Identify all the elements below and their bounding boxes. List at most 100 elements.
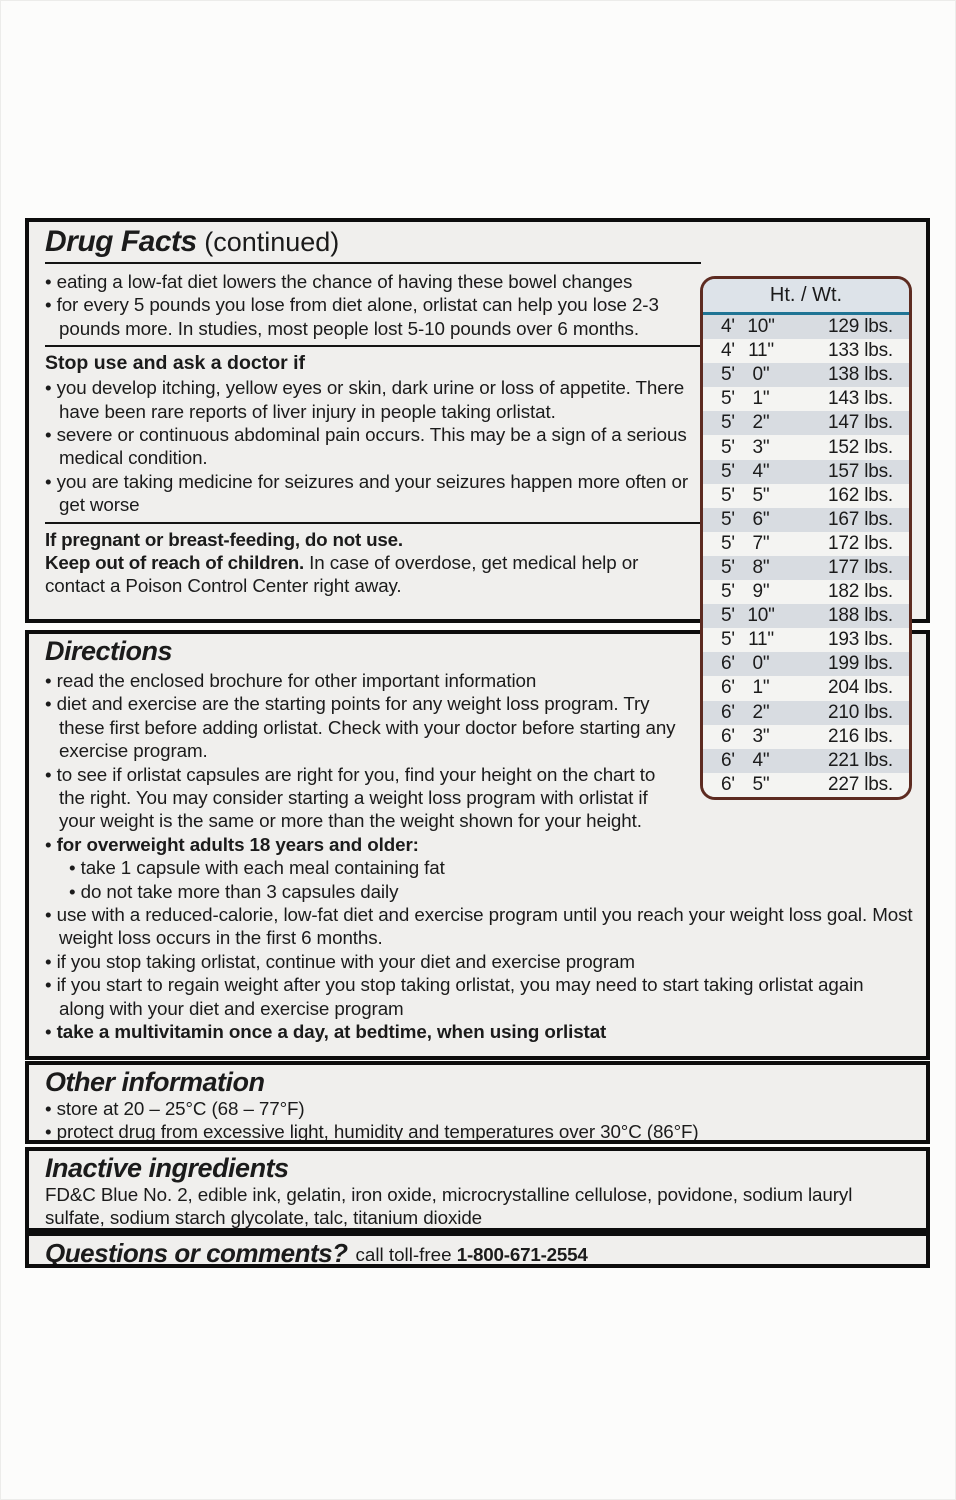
- height-feet: 4': [721, 316, 735, 338]
- inactive-ingredients-text: FD&C Blue No. 2, edible ink, gelatin, ir…: [45, 1184, 853, 1229]
- weight-value: 204 lbs.: [828, 677, 893, 699]
- height-inches: 5": [752, 484, 770, 506]
- weight-value: 177 lbs.: [828, 556, 893, 578]
- weight-value: 199 lbs.: [828, 653, 893, 675]
- weight-value: 147 lbs.: [828, 412, 893, 434]
- table-row: 5' 9" 182 lbs.: [703, 580, 909, 605]
- bullet-item: if you stop taking orlistat, continue wi…: [45, 950, 914, 973]
- bullet-item: protect drug from excessive light, humid…: [45, 1120, 914, 1140]
- height-inches: 4": [752, 749, 770, 771]
- height-feet: 6': [721, 725, 735, 747]
- height-feet: 6': [721, 677, 735, 699]
- weight-value: 143 lbs.: [828, 388, 893, 410]
- height-inches: 6": [752, 508, 770, 530]
- bullet-item: for every 5 pounds you lose from diet al…: [45, 293, 701, 340]
- questions-line: Questions or comments? call toll-free 1-8…: [29, 1236, 926, 1265]
- height-inches: 11": [748, 340, 774, 362]
- height-inches: 4": [752, 460, 770, 482]
- height-inches: 10": [747, 605, 775, 627]
- weight-value: 182 lbs.: [828, 581, 893, 603]
- table-row: 5' 2" 147 lbs.: [703, 411, 909, 436]
- inactive-ingredients-section: Inactive ingredients FD&C Blue No. 2, ed…: [25, 1147, 930, 1232]
- height-feet: 5': [721, 388, 735, 410]
- height-feet: 6': [721, 749, 735, 771]
- divider: [45, 345, 701, 348]
- height-inches: 2": [752, 701, 770, 723]
- stop-use-heading: Stop use and ask a doctor if: [45, 352, 306, 375]
- weight-value: 216 lbs.: [828, 725, 893, 747]
- table-row: 6' 0" 199 lbs.: [703, 652, 909, 677]
- bullet-item: diet and exercise are the starting point…: [45, 692, 914, 762]
- height-feet: 5': [721, 484, 735, 506]
- table-row: 5' 7" 172 lbs.: [703, 531, 909, 556]
- table-row: 5' 6" 167 lbs.: [703, 507, 909, 532]
- questions-text: call toll-free: [355, 1244, 457, 1265]
- weight-value: 157 lbs.: [828, 460, 893, 482]
- bullet-item: to see if orlistat capsules are right fo…: [45, 763, 914, 833]
- weight-value: 167 lbs.: [828, 508, 893, 530]
- drug-facts-panel: Drug Facts (continued) eating a low-fat …: [25, 218, 930, 1268]
- table-row: 5' 5" 162 lbs.: [703, 483, 909, 508]
- table-row: 5' 3" 152 lbs.: [703, 435, 909, 460]
- inactive-ingredients-heading: Inactive ingredients: [45, 1153, 289, 1183]
- height-feet: 5': [721, 581, 735, 603]
- height-feet: 5': [721, 364, 735, 386]
- table-row: 5' 1" 143 lbs.: [703, 387, 909, 412]
- table-body: 4' 10" 129 lbs. 4' 11" 133 lbs. 5' 0" 13…: [703, 315, 909, 797]
- divider: [45, 262, 701, 264]
- height-feet: 4': [721, 340, 735, 362]
- height-feet: 6': [721, 773, 735, 795]
- table-row: 5' 11" 193 lbs.: [703, 628, 909, 653]
- height-inches: 8": [752, 556, 770, 578]
- height-inches: 11": [748, 629, 774, 651]
- table-row: 6' 3" 216 lbs.: [703, 724, 909, 749]
- bullet-item: take a multivitamin once a day, at bedti…: [45, 1020, 914, 1043]
- weight-value: 138 lbs.: [828, 364, 893, 386]
- weight-value: 162 lbs.: [828, 484, 893, 506]
- children-warning: Keep out of reach of children. In case o…: [45, 552, 639, 597]
- height-feet: 6': [721, 701, 735, 723]
- table-header: Ht. / Wt.: [703, 279, 909, 315]
- height-feet: 5': [721, 629, 735, 651]
- table-row: 6' 5" 227 lbs.: [703, 772, 909, 797]
- weight-value: 129 lbs.: [828, 316, 893, 338]
- weight-value: 221 lbs.: [828, 749, 893, 771]
- weight-value: 172 lbs.: [828, 532, 893, 554]
- height-weight-table: Ht. / Wt. 4' 10" 129 lbs. 4' 11" 133 lbs…: [700, 276, 912, 800]
- bullet-item: if you start to regain weight after you …: [45, 973, 914, 1020]
- height-inches: 3": [752, 436, 770, 458]
- bullet-item: for overweight adults 18 years and older…: [45, 833, 914, 856]
- table-row: 4' 11" 133 lbs.: [703, 339, 909, 364]
- height-feet: 5': [721, 605, 735, 627]
- sub-bullet-item: take 1 capsule with each meal containing…: [69, 856, 914, 879]
- height-inches: 10": [747, 316, 775, 338]
- bullet-item: read the enclosed brochure for other imp…: [45, 669, 914, 692]
- height-feet: 5': [721, 532, 735, 554]
- height-inches: 0": [752, 653, 770, 675]
- weight-value: 188 lbs.: [828, 605, 893, 627]
- other-information-section: Other information store at 20 – 25°C (68…: [25, 1061, 930, 1144]
- table-row: 5' 10" 188 lbs.: [703, 604, 909, 629]
- weight-value: 133 lbs.: [828, 340, 893, 362]
- table-row: 5' 8" 177 lbs.: [703, 555, 909, 581]
- height-inches: 7": [752, 532, 770, 554]
- height-feet: 5': [721, 460, 735, 482]
- weight-value: 210 lbs.: [828, 701, 893, 723]
- drug-facts-title: Drug Facts: [45, 225, 197, 258]
- table-row: 5' 0" 138 lbs.: [703, 363, 909, 388]
- page-title: Drug Facts (continued): [45, 225, 701, 259]
- phone-number: 1-800-671-2554: [456, 1244, 588, 1265]
- height-feet: 5': [721, 556, 735, 578]
- directions-heading: Directions: [45, 636, 173, 666]
- bullet-item: store at 20 – 25°C (68 – 77°F): [45, 1097, 914, 1120]
- bullet-item: you are taking medicine for seizures and…: [45, 470, 701, 517]
- sub-bullet-item: do not take more than 3 capsules daily: [69, 880, 914, 903]
- weight-value: 227 lbs.: [828, 773, 893, 795]
- other-information-heading: Other information: [45, 1067, 265, 1097]
- height-inches: 3": [752, 725, 770, 747]
- table-row: 6' 2" 210 lbs.: [703, 700, 909, 725]
- height-feet: 5': [721, 508, 735, 530]
- pregnancy-warning: If pregnant or breast-feeding, do not us…: [45, 528, 403, 550]
- height-inches: 5": [752, 773, 770, 795]
